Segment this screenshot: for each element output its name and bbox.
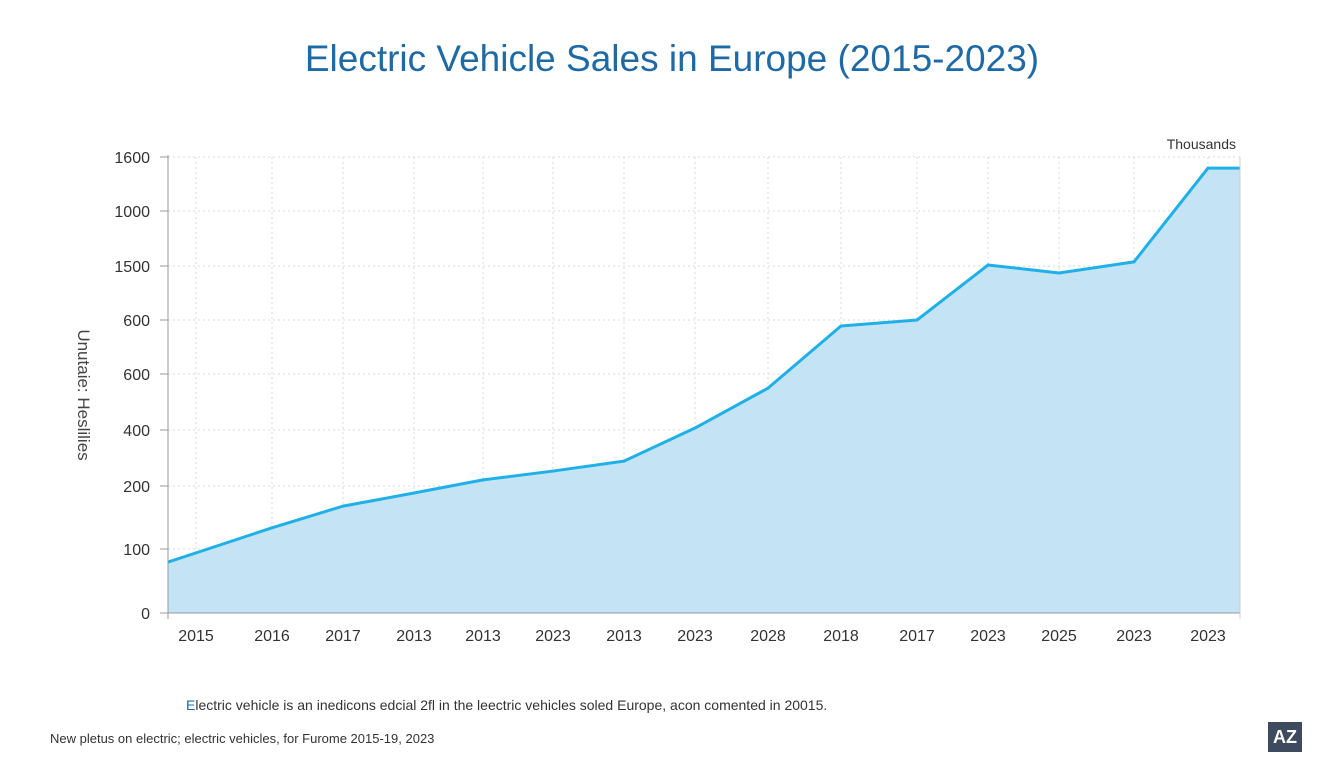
y-tick-label: 100 xyxy=(123,542,150,559)
x-tick-label: 2013 xyxy=(606,628,642,645)
data-point xyxy=(194,551,198,555)
y-tick-label: 1600 xyxy=(114,150,150,167)
unit-label: Thousands xyxy=(1166,136,1236,152)
data-point xyxy=(270,526,274,530)
x-tick-label: 2018 xyxy=(823,628,859,645)
chart-title: Electric Vehicle Sales in Europe (2015-2… xyxy=(304,38,1040,79)
x-tick-label: 2013 xyxy=(396,628,432,645)
x-tick-label: 2023 xyxy=(535,628,571,645)
y-tick-label: 1000 xyxy=(114,204,150,221)
x-tick-label: 2023 xyxy=(970,628,1006,645)
data-point xyxy=(1132,260,1136,264)
x-tick-label: 2017 xyxy=(899,628,935,645)
y-tick-label: 600 xyxy=(123,367,150,384)
data-point xyxy=(412,491,416,495)
y-tick-label: 400 xyxy=(123,423,150,440)
x-tick-label: 2028 xyxy=(750,628,786,645)
x-tick-label: 2016 xyxy=(254,628,290,645)
x-tick-label: 2023 xyxy=(1116,628,1152,645)
note-text: lectric vehicle is an inedicons edcial 2… xyxy=(195,697,828,713)
y-tick-label: 600 xyxy=(123,313,150,330)
note-first-letter: E xyxy=(186,697,196,713)
y-tick-label: 1500 xyxy=(114,259,150,276)
y-axis-label: Unutaie: Heslilies xyxy=(74,329,93,461)
data-point xyxy=(1057,271,1061,275)
data-point xyxy=(481,478,485,482)
data-point xyxy=(693,426,697,430)
logo-badge: AZ xyxy=(1268,722,1302,752)
x-tick-label: 2023 xyxy=(677,628,713,645)
data-point xyxy=(1206,166,1210,170)
series-area xyxy=(168,168,1240,614)
x-tick-label: 2017 xyxy=(325,628,361,645)
data-point xyxy=(915,318,919,322)
x-tick-label: 2025 xyxy=(1041,628,1077,645)
x-tick-label: 2015 xyxy=(178,628,214,645)
source-caption: New pletus on electric; electric vehicle… xyxy=(50,731,435,746)
y-tick-label: 0 xyxy=(141,606,150,623)
x-tick-label: 2023 xyxy=(1190,628,1226,645)
data-point xyxy=(341,504,345,508)
y-tick-label: 200 xyxy=(123,479,150,496)
data-point xyxy=(766,386,770,390)
data-point xyxy=(551,469,555,473)
data-point xyxy=(986,263,990,267)
chart-note: Electric vehicle is an inedicons edcial … xyxy=(186,697,827,713)
x-tick-label: 2013 xyxy=(465,628,501,645)
data-point xyxy=(839,324,843,328)
data-point xyxy=(622,459,626,463)
